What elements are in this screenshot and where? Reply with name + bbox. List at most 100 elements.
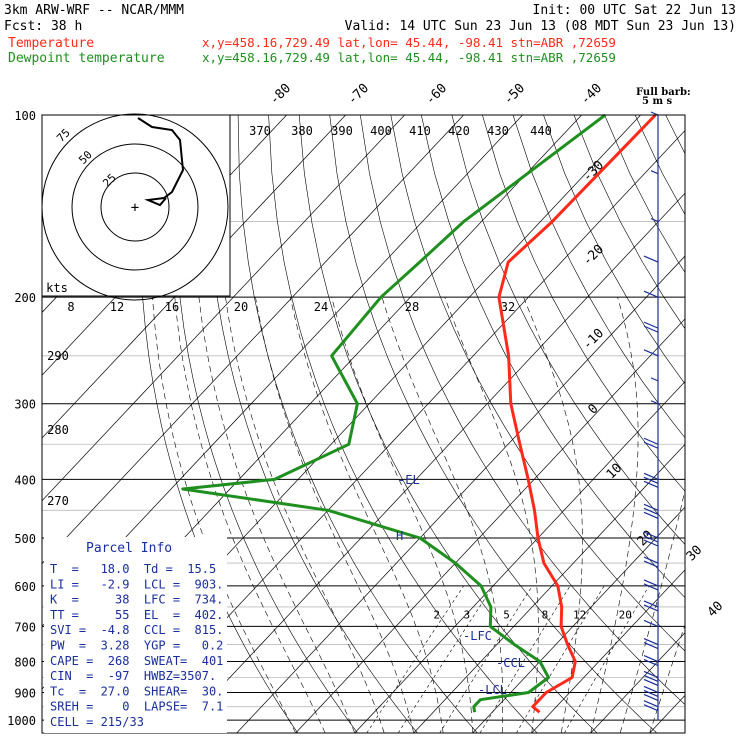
mixing-ratio-line — [366, 585, 464, 733]
pressure-tick-label: 100 — [14, 109, 36, 123]
hodograph-box — [41, 114, 231, 297]
isotherm-line — [413, 443, 685, 733]
parcel-info-row: TT = 55 EL = 402. — [50, 608, 223, 622]
parcel-info-row: Tc = 27.0 SHEAR= 30. — [50, 684, 223, 698]
wind-barb — [643, 321, 659, 329]
pressure-tick-label: 900 — [14, 686, 36, 700]
wind-barb-unit: 5 m s — [642, 96, 673, 107]
isotherm-line — [236, 255, 685, 733]
moist-adiabat-line — [619, 488, 685, 733]
hodograph-axis-label: 24 — [314, 300, 328, 314]
moist-adiabat-line — [590, 297, 639, 733]
parcel-info-row: SVI = -4.8 CCL = 815. — [50, 623, 223, 637]
dewpoint-location: x,y=458.16,729.49 lat,lon= 45.44, -98.41… — [202, 50, 616, 65]
mixing-ratio-label: 8 — [542, 608, 549, 621]
wind-barb — [643, 685, 659, 694]
isotherm-label: -40 — [578, 81, 605, 108]
wind-barb — [643, 480, 659, 488]
parcel-info-row: SREH = 0 LAPSE= 7.1 — [50, 700, 223, 714]
dry-adiabat-line — [696, 115, 740, 733]
wind-barb — [643, 437, 659, 445]
parcel-info-row: CAPE = 268 SWEAT= 401 — [50, 654, 223, 668]
parcel-info-title: Parcel Info — [86, 541, 172, 556]
pressure-tick-label: 500 — [14, 532, 36, 546]
parcel-info-row: LI = -2.9 LCL = 903. — [50, 577, 223, 591]
wind-barb — [643, 503, 659, 511]
wind-barb — [650, 218, 659, 223]
moist-adiabat-line — [225, 297, 385, 733]
lcl-marker: -LCL — [478, 683, 507, 697]
mixing-ratio-label: 3 — [463, 608, 470, 621]
pressure-tick-label: 600 — [14, 580, 36, 594]
wind-barb — [643, 700, 659, 708]
pressure-tick-label: 300 — [14, 398, 36, 412]
dry-adiabat-line — [604, 115, 685, 273]
dry-adiabat-line — [268, 115, 538, 733]
theta-w-label: 290 — [47, 349, 69, 363]
theta-e-label: 440 — [530, 124, 552, 138]
pressure-tick-label: 700 — [14, 620, 36, 634]
dry-adiabat-line — [665, 115, 685, 155]
wind-barb — [643, 670, 659, 679]
wind-barb — [643, 579, 659, 587]
isotherm-line — [472, 506, 685, 733]
isotherm-label: -70 — [345, 81, 372, 108]
moist-adiabat-line — [381, 297, 503, 733]
wind-barb — [643, 642, 659, 650]
isotherm-line — [42, 115, 346, 439]
isotherm-line — [42, 115, 523, 627]
h-marker: H — [396, 529, 403, 543]
mixing-ratio-label: 5 — [503, 608, 510, 621]
wind-barb — [643, 674, 659, 683]
dry-adiabat-line — [360, 115, 685, 705]
valid-time: Valid: 14 UTC Sun 23 Jun 13 (08 MDT Sun … — [345, 19, 736, 34]
mixing-ratio-label: 20 — [619, 608, 632, 621]
hodograph-axis-label: 8 — [67, 300, 74, 314]
theta-e-label: 420 — [448, 124, 470, 138]
wind-barb — [643, 689, 659, 698]
wind-barb — [643, 619, 659, 627]
theta-e-label: 430 — [487, 124, 509, 138]
hodograph-axis-label: 12 — [110, 300, 124, 314]
isotherm-label: 40 — [705, 599, 727, 621]
dry-adiabat-line — [512, 115, 685, 439]
lfc-marker: -LFC — [463, 629, 492, 643]
dewpoint-legend: Dewpoint temperature — [8, 51, 165, 66]
temperature-legend: Temperature — [8, 36, 94, 51]
parcel-info-row: CIN = -97 HWBZ=3507. — [50, 669, 216, 683]
dewpoint-profile-line — [181, 113, 607, 713]
wind-barb — [643, 600, 659, 608]
wind-barb — [643, 535, 659, 543]
theta-e-label: 390 — [331, 124, 353, 138]
parcel-info-panel: Parcel Info T = 18.0 Td = 15.5LI = -2.9 … — [44, 537, 227, 733]
dry-adiabat-line — [543, 115, 685, 385]
hodograph-axis-label: 28 — [405, 300, 419, 314]
moist-adiabat-line — [331, 297, 473, 733]
dry-adiabat-line — [573, 115, 685, 330]
wind-barb — [643, 560, 659, 568]
ccl-marker: -CCL — [496, 656, 525, 670]
wind-barb — [650, 170, 659, 175]
isotherm-label: 30 — [684, 543, 706, 565]
wind-barb — [650, 400, 659, 405]
wind-barb — [643, 349, 659, 357]
hodograph-ring — [71, 143, 199, 271]
wind-barb — [643, 654, 659, 663]
dry-adiabat-line — [390, 115, 685, 652]
mixing-ratio-line — [479, 585, 571, 733]
dry-adiabat-line — [482, 115, 685, 492]
wind-barb — [643, 255, 659, 263]
hodograph-axis-label: 20 — [234, 300, 248, 314]
theta-e-label: 380 — [291, 124, 313, 138]
theta-e-label: 400 — [370, 124, 392, 138]
isotherm-line — [590, 632, 685, 733]
mixing-ratio-line — [564, 585, 650, 733]
wind-barb — [643, 441, 659, 449]
el-marker: -EL — [398, 473, 420, 487]
dry-adiabat-line — [421, 115, 685, 599]
mixing-ratio-label: 12 — [573, 608, 586, 621]
dry-adiabat-line — [634, 115, 685, 216]
parcel-info-row: T = 18.0 Td = 15.5 — [50, 562, 216, 576]
